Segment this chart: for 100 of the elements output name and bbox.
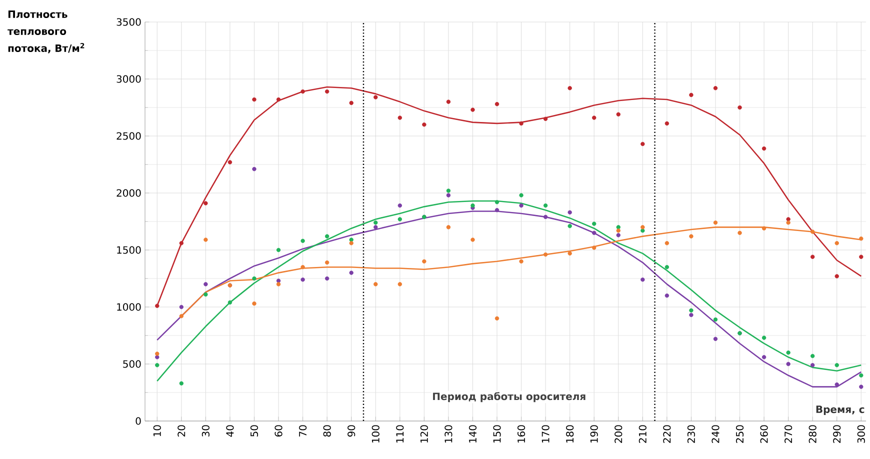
point	[738, 105, 742, 110]
point	[810, 230, 815, 234]
x-tick-label: 190	[590, 425, 598, 443]
point	[664, 121, 670, 126]
point	[324, 234, 330, 238]
point	[470, 203, 475, 208]
y-tick-label: 500	[123, 360, 141, 368]
point	[374, 220, 378, 225]
point	[640, 228, 645, 233]
point	[324, 260, 330, 265]
x-tick-label: 100	[372, 425, 380, 443]
point	[398, 217, 402, 222]
point	[568, 224, 572, 228]
point	[494, 200, 500, 204]
point	[179, 304, 184, 310]
point	[568, 251, 572, 256]
x-tick-label: 20	[178, 425, 186, 437]
x-axis-title: Время, с	[816, 406, 864, 416]
x-tick-label: 270	[784, 425, 792, 443]
point	[543, 203, 548, 208]
point	[374, 95, 378, 100]
point	[519, 121, 524, 126]
point	[252, 276, 256, 281]
point	[762, 355, 766, 360]
point	[786, 220, 790, 225]
point	[374, 225, 378, 230]
point	[616, 228, 620, 233]
x-tick-label: 200	[614, 425, 622, 443]
x-tick-label: 280	[808, 425, 816, 443]
point	[324, 89, 330, 94]
point	[228, 300, 232, 305]
point	[762, 146, 766, 151]
point	[276, 248, 281, 252]
point	[324, 276, 330, 281]
x-tick-label: 40	[226, 425, 234, 437]
point	[446, 188, 451, 193]
x-tick-label: 170	[542, 425, 550, 443]
x-tick-label: 60	[274, 425, 282, 437]
y-tick-label: 2000	[116, 189, 141, 197]
point	[616, 112, 620, 116]
point	[155, 355, 160, 360]
point	[664, 265, 670, 270]
point	[300, 278, 305, 282]
point	[543, 214, 548, 220]
point	[398, 116, 402, 120]
point	[834, 363, 839, 368]
x-tick-label: 180	[566, 425, 574, 443]
annotation: Период работы оросителя	[433, 392, 586, 402]
x-tick-label: 290	[833, 425, 841, 443]
y-axis-title: Плотность теплового потока, Вт/м$^{2}$	[8, 10, 84, 54]
point	[398, 282, 402, 286]
point	[374, 282, 378, 286]
point	[470, 108, 475, 112]
point	[640, 278, 645, 282]
point	[446, 100, 451, 104]
point	[155, 352, 160, 356]
point	[568, 210, 572, 214]
x-tick-label: 230	[687, 425, 695, 443]
point	[592, 222, 596, 226]
point	[664, 294, 670, 298]
point	[592, 116, 596, 120]
point	[810, 254, 815, 259]
point	[179, 241, 184, 246]
point	[689, 308, 694, 313]
point	[276, 282, 281, 286]
point	[349, 241, 354, 246]
point	[786, 350, 790, 355]
point	[155, 363, 160, 368]
point	[204, 292, 208, 297]
point	[446, 225, 451, 230]
point	[398, 203, 402, 208]
point	[204, 201, 208, 206]
point	[568, 86, 572, 90]
point	[300, 89, 305, 94]
x-tick-label: 50	[250, 425, 258, 436]
x-tick-label: 70	[299, 425, 307, 436]
point	[786, 362, 790, 366]
x-tick-label: 260	[760, 425, 768, 443]
y-tick-label: 1000	[117, 303, 141, 311]
point	[859, 254, 864, 259]
point	[616, 233, 620, 238]
point	[859, 384, 864, 389]
point	[276, 278, 281, 283]
point	[349, 270, 354, 275]
point	[543, 116, 548, 121]
y-tick-label: 2500	[116, 132, 141, 140]
point	[155, 304, 160, 308]
point	[834, 382, 839, 387]
point	[252, 97, 256, 102]
x-tick-label: 10	[153, 425, 161, 436]
point	[204, 282, 208, 286]
x-tick-label: 130	[444, 425, 452, 443]
x-tick-label: 120	[420, 425, 428, 443]
point	[179, 314, 184, 318]
point	[810, 354, 815, 358]
point	[519, 203, 524, 208]
point	[738, 230, 742, 235]
point	[592, 246, 596, 250]
point	[640, 225, 645, 230]
x-tick-label: 250	[736, 425, 744, 443]
